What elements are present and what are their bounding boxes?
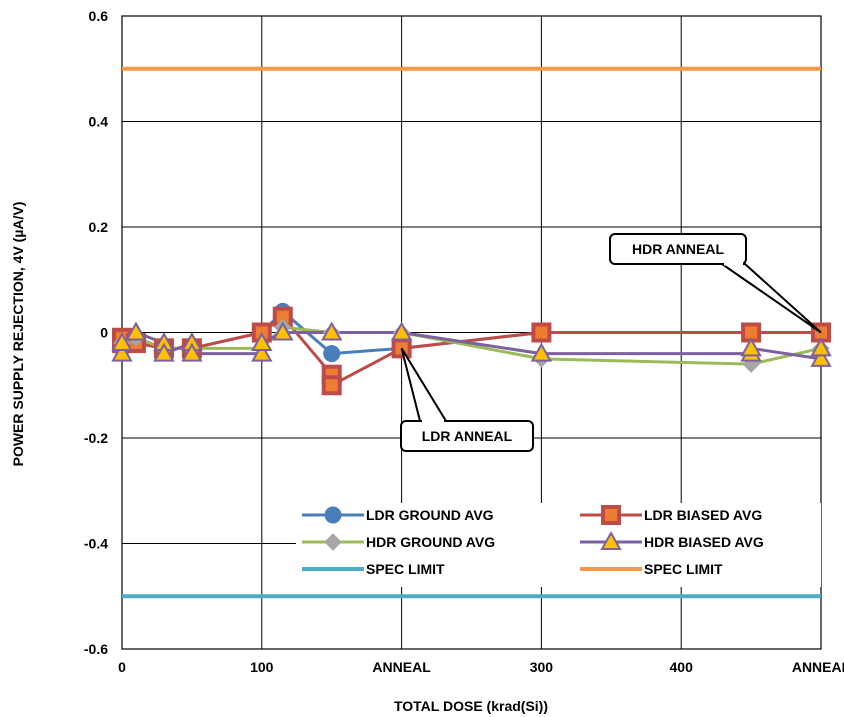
x-tick-label-0: 0 xyxy=(118,659,126,675)
axis-tick-labels: 0 100 ANNEAL 300 400 ANNEAL 0.6 0.4 0.2 0 -0.2 -0.4… xyxy=(84,8,844,675)
series-3-point-2 xyxy=(125,321,147,341)
x-axis-label: TOTAL DOSE (krad(Si)) xyxy=(394,698,548,714)
series-1-point-8 xyxy=(321,375,342,396)
x-tick-label-3: 300 xyxy=(530,659,554,675)
legend-label-1: LDR BIASED AVG xyxy=(644,507,762,523)
series-3-point-14 xyxy=(740,337,762,357)
annotation-pointer-1 xyxy=(718,263,822,334)
legend-swatch-marker-2 xyxy=(324,533,342,551)
series-3-point-11 xyxy=(390,321,413,341)
series-3-point-6 xyxy=(181,342,203,362)
series-3-point-10 xyxy=(320,321,343,341)
series-3-point-0 xyxy=(111,342,133,362)
annotations: LDR ANNEAL HDR ANNEAL xyxy=(400,233,822,452)
legend-label-4: SPEC LIMIT xyxy=(366,561,445,577)
y-tick-label-1: 0.4 xyxy=(89,114,109,130)
legend-entry-5: SPEC LIMIT xyxy=(580,561,723,577)
y-tick-label-0: 0.6 xyxy=(89,8,109,24)
y-tick-label-5: -0.4 xyxy=(84,536,108,552)
series-markers xyxy=(111,302,832,396)
series-3-point-12 xyxy=(530,342,553,362)
y-tick-label-3: 0 xyxy=(100,325,108,341)
legend-label-5: SPEC LIMIT xyxy=(644,561,723,577)
annotation-pointer-0 xyxy=(400,347,448,422)
series-3-point-16 xyxy=(810,337,832,357)
series-3-point-9 xyxy=(272,321,294,341)
legend-label-3: HDR BIASED AVG xyxy=(644,534,764,550)
series-3-point-4 xyxy=(153,342,175,362)
x-tick-label-1: 100 xyxy=(250,659,274,675)
y-tick-label-4: -0.2 xyxy=(84,430,108,446)
series-3-point-15 xyxy=(810,347,832,367)
legend-entry-0: LDR GROUND AVG xyxy=(302,506,494,524)
legend-entry-1: LDR BIASED AVG xyxy=(580,505,762,525)
annotation-box-0 xyxy=(400,420,534,452)
legend-swatch-marker-1 xyxy=(601,505,621,525)
annotation-0: LDR ANNEAL xyxy=(400,347,534,452)
legend: LDR GROUND AVG LDR BIASED AVG HDR GROUND A… xyxy=(296,503,821,587)
series-1-point-10 xyxy=(531,322,552,343)
x-tick-label-2: ANNEAL xyxy=(372,659,431,675)
legend-entry-4: SPEC LIMIT xyxy=(302,561,445,577)
annotation-label-1: HDR ANNEAL xyxy=(632,241,724,257)
x-tick-label-5: ANNEAL xyxy=(792,659,844,675)
series-3-point-8 xyxy=(251,332,273,352)
y-tick-label-2: 0.2 xyxy=(89,219,109,235)
series-3-point-7 xyxy=(251,342,273,362)
legend-label-2: HDR GROUND AVG xyxy=(366,534,495,550)
y-axis-label: POWER SUPPLY REJECTION, 4V (µA/V) xyxy=(10,202,26,467)
series-3-point-1 xyxy=(111,332,133,352)
annotation-label-0: LDR ANNEAL xyxy=(422,428,513,444)
legend-label-0: LDR GROUND AVG xyxy=(366,507,494,523)
series-line-1 xyxy=(120,315,821,387)
legend-swatch-marker-3 xyxy=(600,530,622,550)
series-0-point-7 xyxy=(323,345,341,363)
annotation-box-1 xyxy=(609,233,747,265)
legend-entry-2: HDR GROUND AVG xyxy=(302,533,495,551)
legend-swatch-marker-0 xyxy=(324,506,342,524)
legend-entry-3: HDR BIASED AVG xyxy=(580,530,764,550)
x-tick-label-4: 400 xyxy=(670,659,694,675)
annotation-1: HDR ANNEAL xyxy=(609,233,822,334)
y-tick-label-6: -0.6 xyxy=(84,641,108,657)
legend-background xyxy=(296,503,821,587)
